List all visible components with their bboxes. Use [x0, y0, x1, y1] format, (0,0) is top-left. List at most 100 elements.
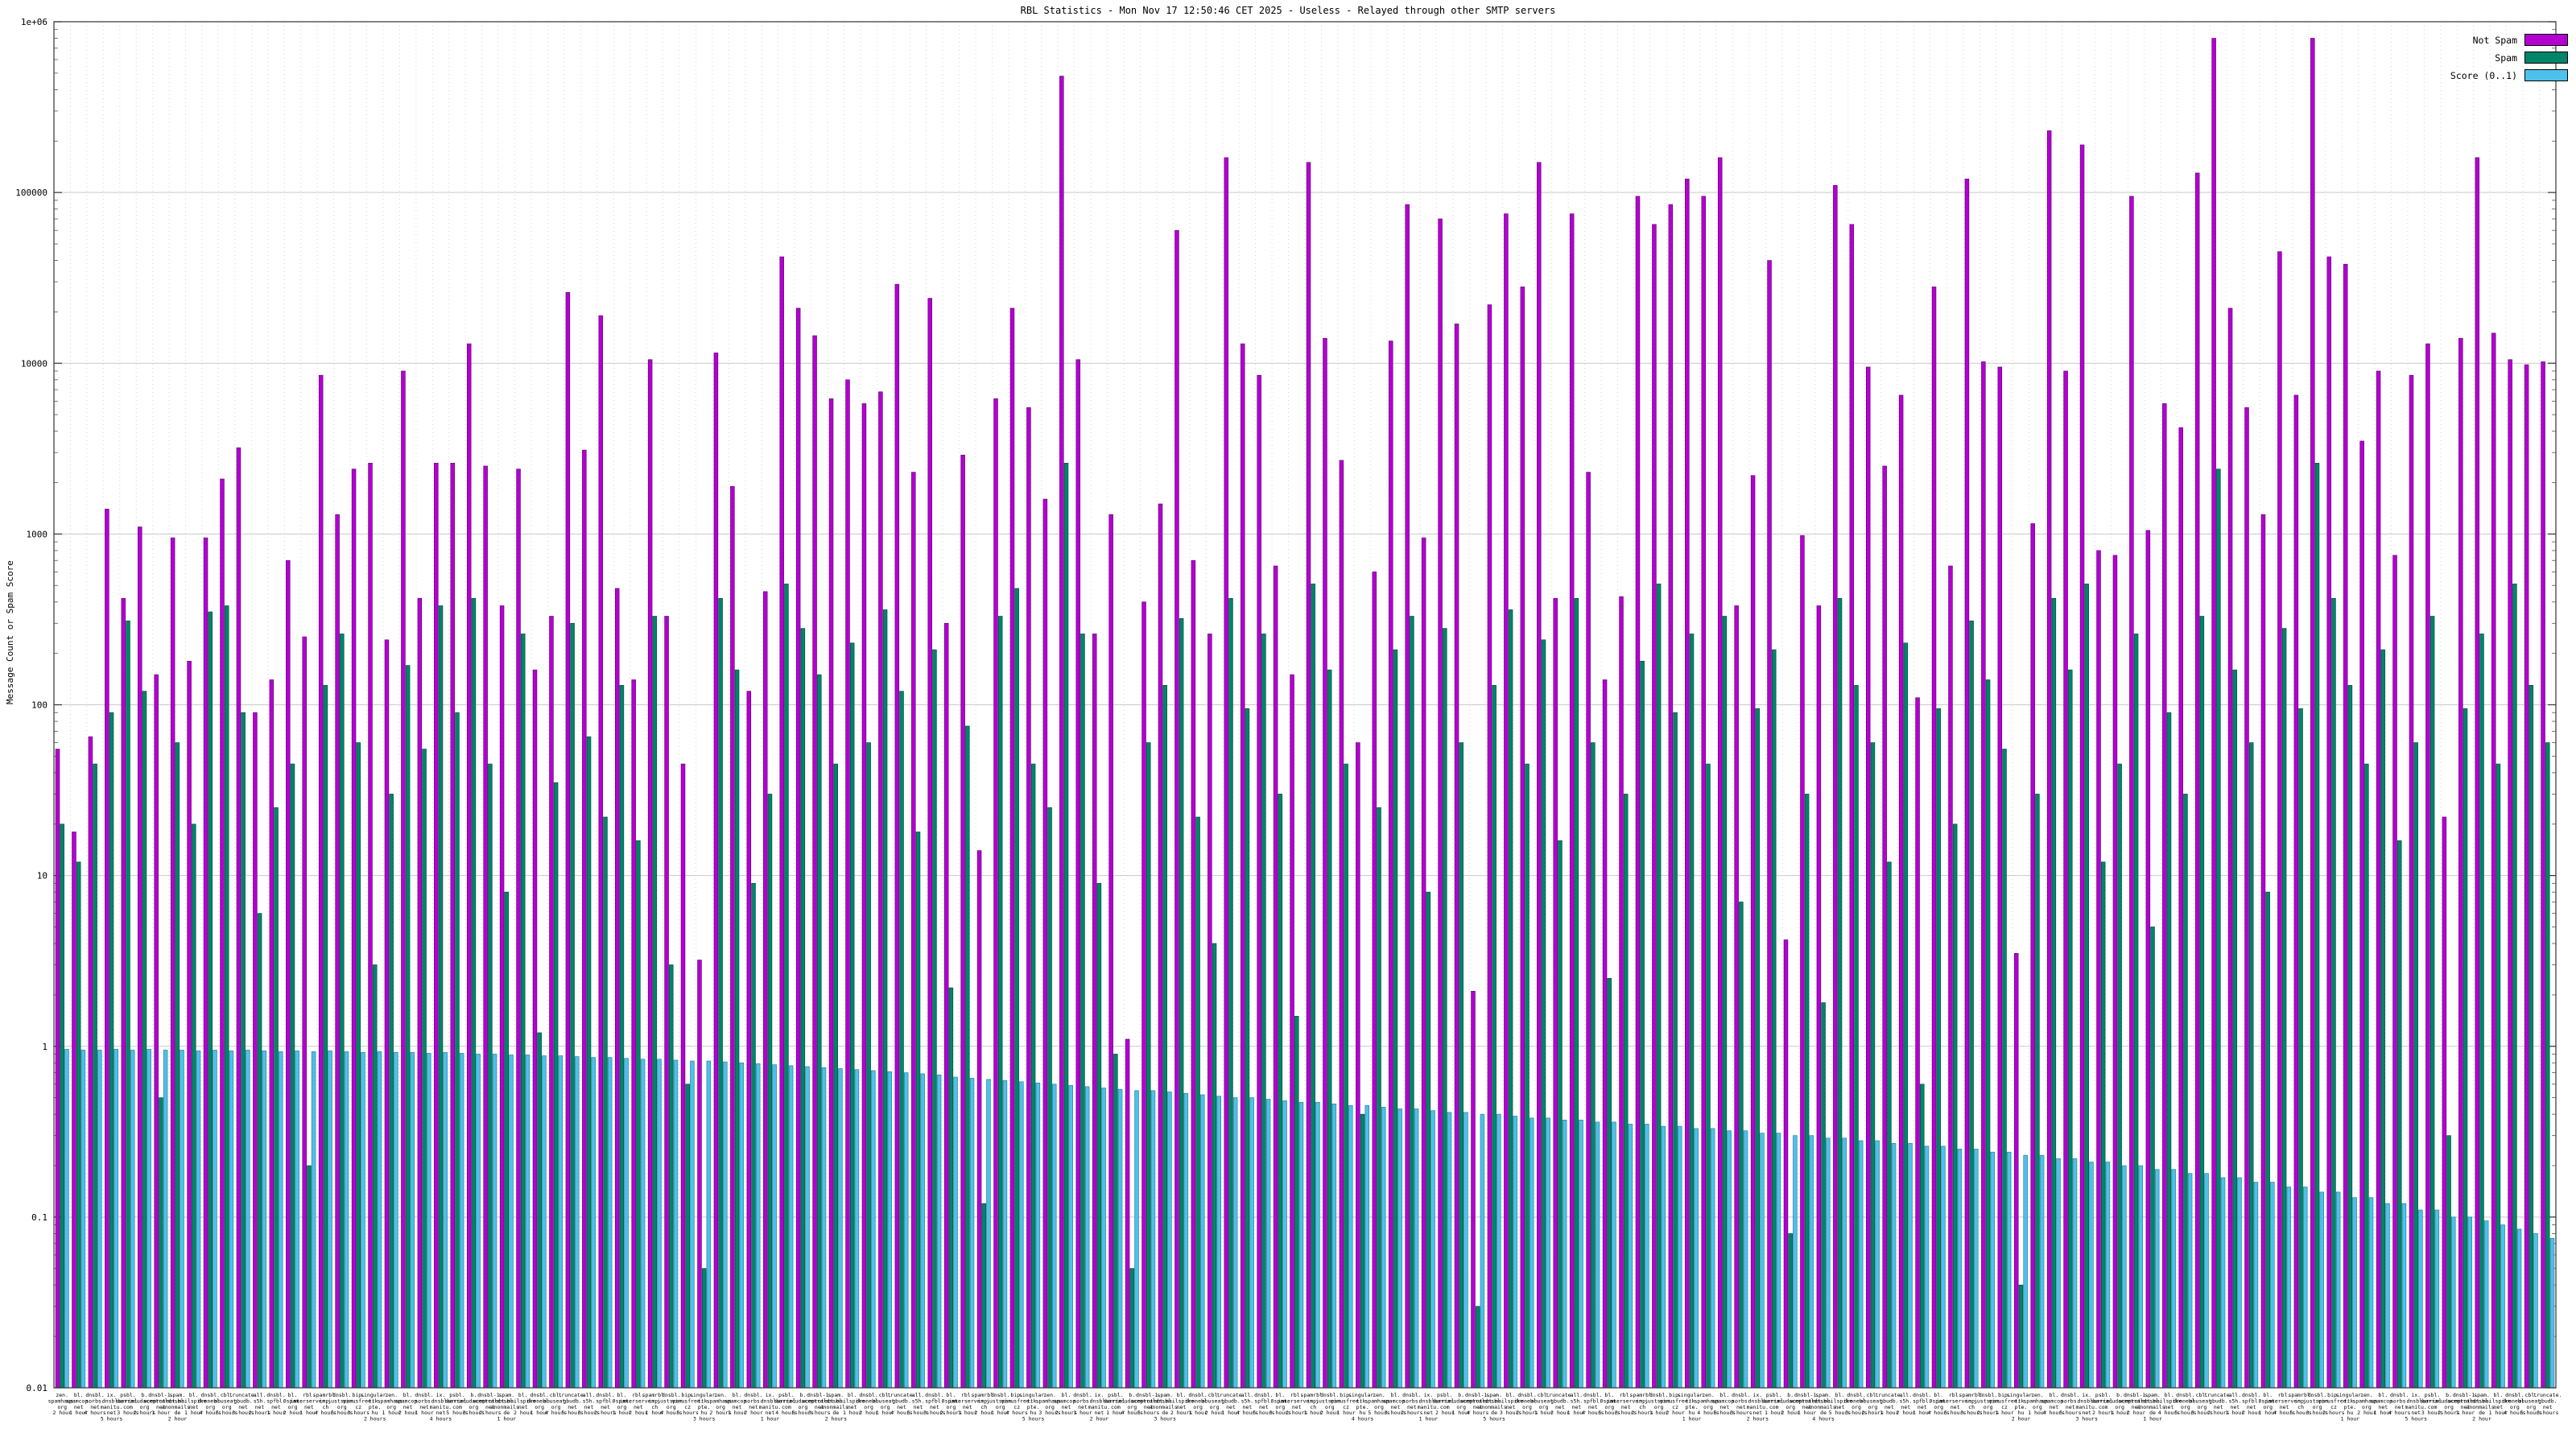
bar-score: [492, 1054, 497, 1389]
x-tick-label: bl.: [2165, 1392, 2174, 1398]
x-tick-label: spamcop.: [1712, 1397, 1737, 1404]
x-tick-label: 2 hour: [2357, 1410, 2376, 1416]
x-tick-label: sorbs.: [1073, 1397, 1092, 1404]
x-tick-label: net: [403, 1404, 413, 1410]
x-tick-label: justspam.: [1645, 1397, 1673, 1404]
bar-spam: [636, 840, 641, 1389]
x-tick-label: 2 hour: [975, 1410, 994, 1416]
x-tick-label: bl.: [1934, 1392, 1943, 1398]
bar-score: [1743, 1130, 1748, 1389]
x-tick-label: psbl.: [1437, 1392, 1453, 1398]
bar-not-spam: [384, 639, 390, 1389]
bar-spam: [570, 622, 575, 1389]
x-tick-label: 2 hours: [364, 1416, 386, 1422]
x-tick-label: 1 hour: [1534, 1410, 1554, 1416]
bar-score: [2072, 1158, 2078, 1389]
y-tick-label: 100: [31, 700, 47, 711]
x-tick-label: truncate.: [229, 1392, 257, 1398]
bar-spam: [685, 1084, 690, 1389]
legend-item-spam: Spam: [2495, 52, 2568, 64]
bar-spam: [1377, 807, 1381, 1389]
bar-not-spam: [664, 616, 669, 1389]
bar-spam: [2117, 763, 2122, 1389]
x-tick-label: dnsbl.: [1484, 1397, 1503, 1404]
x-tick-label: 1 hour: [1106, 1410, 1125, 1416]
x-tick-label: cbl.: [2196, 1392, 2209, 1398]
bar-spam: [1014, 588, 1019, 1389]
x-tick-label: cbl.: [2524, 1392, 2537, 1398]
x-tick-label: 1 hour: [299, 1410, 319, 1416]
x-tick-label: surriel.: [2091, 1397, 2116, 1404]
bar-spam: [1837, 597, 1843, 1389]
x-tick-label: 1 hour: [151, 1410, 171, 1416]
x-tick-label: net: [1802, 1404, 1812, 1410]
bar-not-spam: [1454, 324, 1459, 1389]
bar-not-spam: [2392, 555, 2397, 1389]
x-tick-label: uceprotect.: [1460, 1397, 1495, 1404]
x-tick-label: rbl.: [2278, 1392, 2291, 1398]
bar-not-spam: [1668, 204, 1674, 1389]
x-tick-label: spfbl.: [2242, 1397, 2260, 1404]
x-tick-label: 4 hours: [1467, 1410, 1488, 1416]
bar-score: [690, 1060, 695, 1389]
x-tick-label: net: [766, 1410, 775, 1416]
x-tick-label: org: [2198, 1404, 2207, 1410]
x-tick-label: 5 hours: [1714, 1410, 1736, 1416]
bar-not-spam: [2178, 427, 2183, 1389]
bar-spam: [800, 628, 806, 1389]
x-tick-label: ch: [1639, 1404, 1645, 1410]
bar-score: [2138, 1165, 2144, 1389]
y-tick-label: 0.01: [27, 1383, 48, 1393]
x-tick-label: dnsbl.: [1583, 1392, 1602, 1398]
bar-not-spam: [1619, 596, 1624, 1389]
bar-spam: [2462, 708, 2468, 1389]
x-tick-label: bip.: [1998, 1392, 2011, 1398]
x-tick-label: 5 hours: [2520, 1410, 2542, 1416]
bar-spam: [1722, 616, 1728, 1389]
bar-spam: [60, 824, 64, 1389]
bar-spam: [1063, 462, 1069, 1389]
bar-spam: [1607, 977, 1612, 1389]
x-tick-label: net: [2411, 1410, 2421, 1416]
x-tick-label: dnsbl.: [102, 1397, 121, 1404]
x-tick-label: pte.: [698, 1404, 711, 1410]
bar-spam: [1212, 943, 1217, 1389]
bar-score: [657, 1059, 662, 1389]
x-tick-label: virusfree.: [2318, 1397, 2349, 1404]
bar-spam: [1952, 824, 1958, 1389]
bar-not-spam: [1569, 213, 1575, 1389]
bar-not-spam: [401, 370, 406, 1389]
bar-not-spam: [2326, 256, 2332, 1389]
x-tick-label: abuseat.: [1860, 1397, 1885, 1404]
x-tick-label: 1 hour: [1419, 1416, 1439, 1422]
bar-score: [1117, 1088, 1123, 1389]
bar-not-spam: [1042, 498, 1048, 1389]
x-tick-label: org: [1703, 1404, 1713, 1410]
legend: Not Spam Spam Score (0..1): [2450, 34, 2568, 81]
bar-score: [229, 1051, 234, 1389]
x-tick-label: justspam.: [1315, 1397, 1344, 1404]
bar-score: [459, 1053, 464, 1389]
x-tick-label: uceprotect.: [2119, 1397, 2153, 1404]
x-tick-label: 4 hours: [84, 1410, 105, 1416]
x-tick-label: b.: [1458, 1392, 1464, 1398]
x-tick-label: spam.: [2145, 1392, 2161, 1398]
x-tick-label: ix.: [2082, 1392, 2091, 1398]
x-tick-label: 4 hours: [1927, 1410, 1949, 1416]
x-tick-label: net: [848, 1404, 857, 1410]
x-tick-label: 1 hour: [1336, 1410, 1356, 1416]
bar-spam: [323, 684, 328, 1389]
bar-not-spam: [1717, 157, 1723, 1389]
bar-score: [2237, 1177, 2242, 1389]
x-tick-label: dnsbl-1.: [1794, 1392, 1819, 1398]
x-tick-label: bip.: [1669, 1392, 1682, 1398]
x-tick-label: net: [1424, 1410, 1434, 1416]
x-tick-label: 2 hour: [2127, 1410, 2146, 1416]
x-tick-label: net: [2395, 1404, 2405, 1410]
x-tick-label: bip.: [1010, 1392, 1023, 1398]
bar-score: [903, 1072, 909, 1389]
bar-spam: [1311, 584, 1315, 1389]
x-tick-label: org: [1193, 1404, 1203, 1410]
bar-spam: [1426, 891, 1431, 1389]
